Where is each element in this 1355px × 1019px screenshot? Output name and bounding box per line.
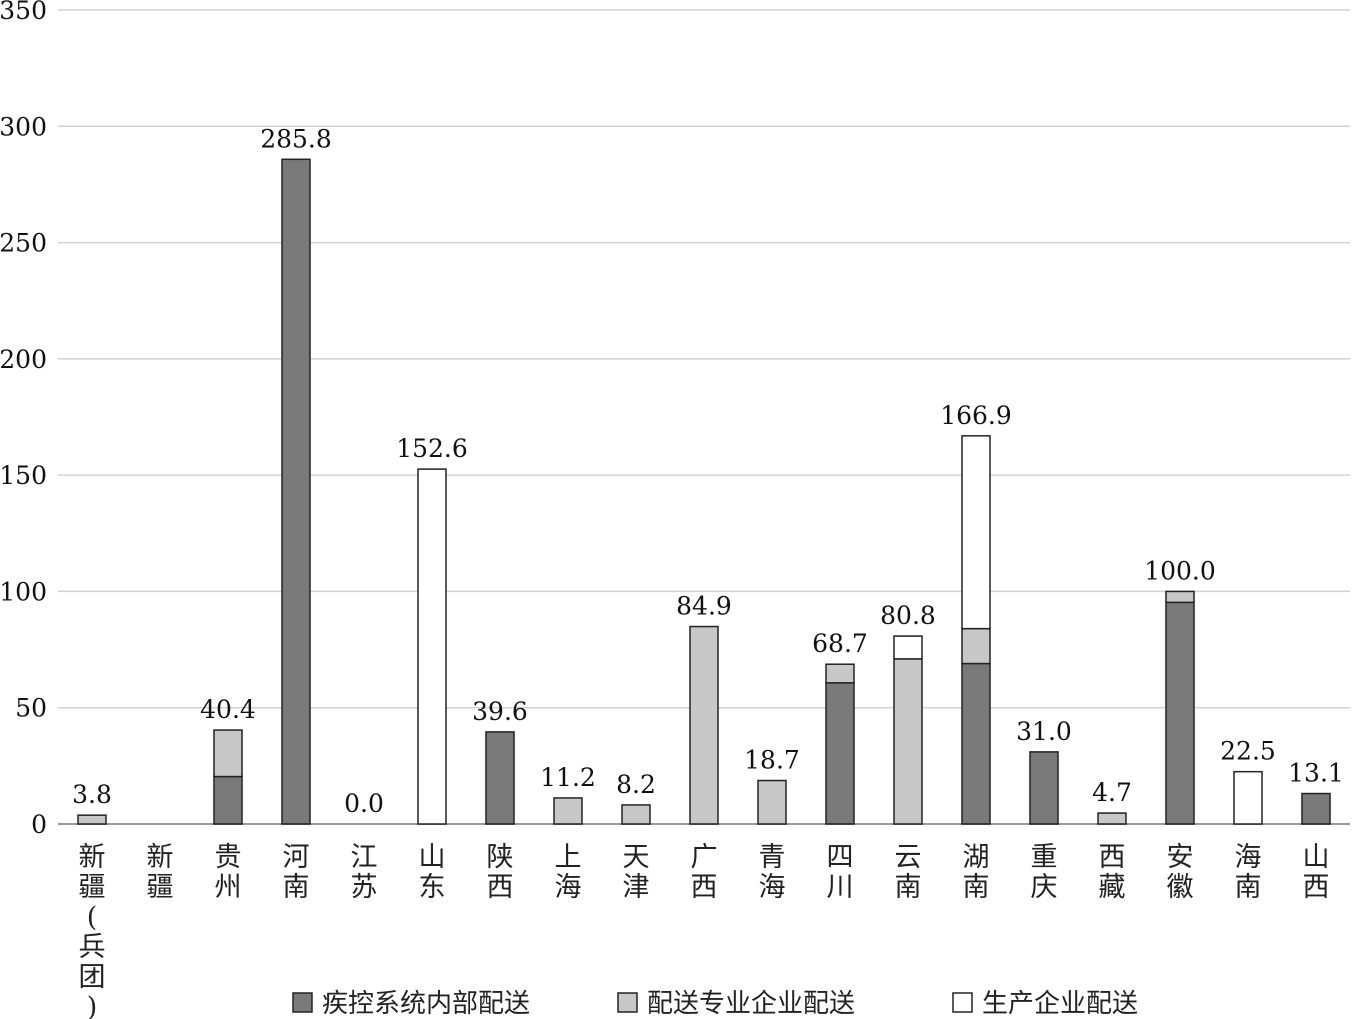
category-label: 广西 bbox=[691, 842, 718, 903]
category-label: 上海 bbox=[555, 842, 582, 903]
data-label: 100.0 bbox=[1144, 556, 1216, 585]
category-label: 青海 bbox=[759, 842, 786, 903]
y-tick-label: 100 bbox=[0, 577, 47, 606]
bar-segment bbox=[213, 775, 243, 825]
data-label: 39.6 bbox=[472, 697, 528, 726]
legend-label: 配送专业企业配送 bbox=[647, 989, 855, 1019]
y-tick-label: 200 bbox=[0, 345, 47, 374]
bar-segment bbox=[1301, 792, 1331, 825]
legend-swatch bbox=[952, 992, 973, 1013]
category-label: 重庆 bbox=[1031, 842, 1058, 903]
category-label: 西藏 bbox=[1099, 842, 1126, 903]
category-label: 湖南 bbox=[963, 842, 990, 903]
bar-segment bbox=[757, 779, 787, 825]
bars bbox=[77, 158, 1331, 825]
category-label: 贵州 bbox=[215, 842, 242, 903]
y-tick-label: 0 bbox=[31, 810, 47, 839]
bar-segment bbox=[1097, 812, 1127, 825]
y-tick-label: 300 bbox=[0, 112, 47, 141]
data-label: 84.9 bbox=[676, 592, 732, 621]
category-label: 新疆(兵团) bbox=[79, 842, 106, 1019]
category-label: 云南 bbox=[895, 842, 922, 903]
bar-segment bbox=[1233, 770, 1263, 825]
category-label: 河南 bbox=[283, 842, 310, 903]
bar-segment bbox=[961, 662, 991, 825]
category-label: 安徽 bbox=[1167, 842, 1194, 903]
bar-segment bbox=[825, 682, 855, 825]
data-label: 40.4 bbox=[200, 695, 256, 724]
data-label: 4.7 bbox=[1092, 778, 1132, 807]
legend-label: 疾控系统内部配送 bbox=[322, 989, 530, 1019]
y-tick-label: 150 bbox=[0, 461, 47, 490]
data-label: 13.1 bbox=[1288, 759, 1344, 788]
data-label: 68.7 bbox=[812, 629, 868, 658]
y-tick-label: 50 bbox=[15, 694, 47, 723]
bar-segment bbox=[893, 635, 923, 660]
bar-segment bbox=[893, 658, 923, 825]
category-label: 天津 bbox=[623, 842, 650, 903]
bar-segment bbox=[485, 731, 515, 825]
category-label: 四川 bbox=[827, 842, 854, 903]
bar-segment bbox=[417, 468, 447, 825]
legend-swatch bbox=[292, 992, 313, 1013]
category-label: 山东 bbox=[419, 842, 446, 903]
bar-segment bbox=[1029, 751, 1059, 825]
bar-segment bbox=[1165, 601, 1195, 825]
bar-segment bbox=[961, 435, 991, 630]
bar-segment bbox=[825, 663, 855, 684]
bar-segment bbox=[1165, 590, 1195, 604]
data-label: 31.0 bbox=[1016, 717, 1072, 746]
data-label: 18.7 bbox=[744, 746, 800, 775]
category-label: 新疆 bbox=[147, 842, 174, 903]
gridlines bbox=[58, 9, 1350, 825]
category-label: 海南 bbox=[1235, 842, 1262, 903]
bar-segment bbox=[621, 804, 651, 825]
data-label: 80.8 bbox=[880, 601, 936, 630]
category-label: 陕西 bbox=[487, 842, 514, 903]
bar-segment bbox=[281, 158, 311, 825]
data-labels: 3.8 40.4 285.8 0.0 152.6 39.6 11.2 8.2 84.9 18.7 6… bbox=[72, 124, 1344, 818]
y-tick-label: 250 bbox=[0, 229, 47, 258]
data-label: 11.2 bbox=[540, 763, 596, 792]
y-tick-label: 350 bbox=[0, 0, 47, 25]
legend-label: 生产企业配送 bbox=[982, 989, 1138, 1019]
category-label: 江苏 bbox=[351, 842, 378, 903]
data-label: 166.9 bbox=[940, 401, 1012, 430]
data-label: 152.6 bbox=[396, 434, 468, 463]
bar-segment bbox=[689, 625, 719, 825]
data-label: 3.8 bbox=[72, 780, 112, 809]
data-label: 0.0 bbox=[344, 789, 384, 818]
legend-swatch bbox=[617, 992, 638, 1013]
legend: 疾控系统内部配送 配送专业企业配送 生产企业配送 bbox=[292, 989, 1138, 1019]
bar-segment bbox=[213, 729, 243, 778]
bar-segment bbox=[553, 797, 583, 825]
x-axis-categories: 新疆(兵团) 新疆贵州河南江苏山东陕西上海天津广西青海四川云南湖南重庆西藏安徽海南… bbox=[79, 842, 1330, 1019]
category-label: 山西 bbox=[1303, 842, 1330, 903]
data-label: 285.8 bbox=[260, 124, 332, 153]
data-label: 22.5 bbox=[1220, 737, 1276, 766]
y-axis-ticks: 0 50 100 150 200 250 300 350 bbox=[0, 0, 47, 839]
data-label: 8.2 bbox=[616, 770, 656, 799]
bar-segment bbox=[77, 814, 107, 825]
bar-segment bbox=[961, 627, 991, 665]
